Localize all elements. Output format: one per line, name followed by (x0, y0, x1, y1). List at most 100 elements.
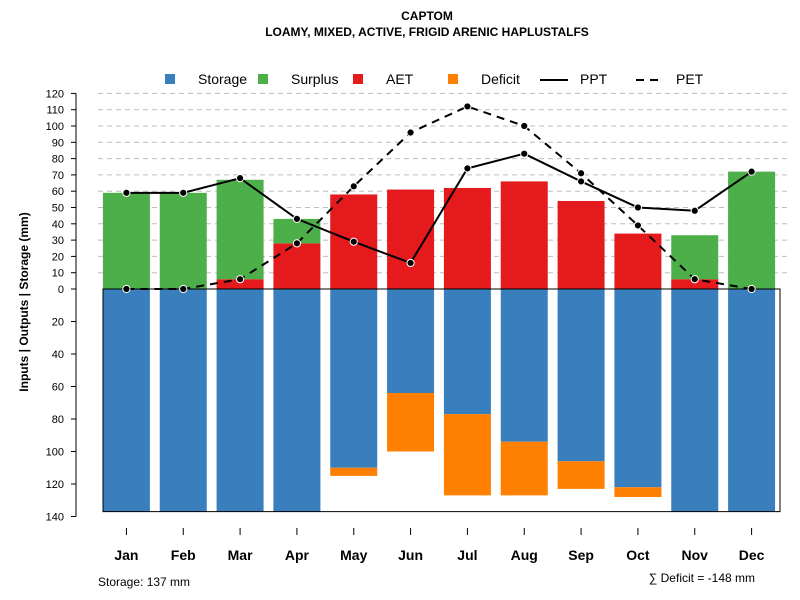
ppt-point (349, 237, 358, 246)
pet-point (747, 284, 756, 294)
aet-bar (671, 279, 719, 289)
legend-swatch (353, 74, 363, 84)
y-tick-label: 40 (52, 219, 64, 231)
y-tick-label: 60 (52, 186, 64, 198)
aet-bar (500, 181, 548, 289)
y-tick-label: 140 (46, 512, 64, 524)
legend-label: Surplus (291, 71, 338, 87)
storage-bar (728, 289, 776, 512)
ppt-point (122, 188, 131, 197)
ppt-line (126, 152, 753, 265)
ppt-point (576, 177, 586, 186)
chart-subtitle: LOAMY, MIXED, ACTIVE, FRIGID ARENIC HAPL… (265, 25, 589, 39)
y-tick-label: 120 (46, 88, 64, 100)
storage-bar (443, 289, 491, 415)
deficit-bar (500, 441, 548, 496)
y-tick-label: 60 (52, 382, 64, 394)
pet-point (633, 221, 643, 230)
aet-bar (557, 200, 605, 289)
storage-bar (671, 289, 719, 512)
aet-bar (614, 233, 662, 289)
ppt-point (179, 188, 188, 197)
y-tick-label: 100 (46, 447, 64, 459)
series-lines (122, 102, 756, 294)
surplus-bar (671, 235, 719, 280)
y-tick-label: 80 (52, 154, 64, 166)
y-tick-label: 50 (52, 203, 64, 215)
pet-line (126, 105, 752, 290)
ppt-point (463, 164, 472, 173)
surplus-bar (102, 192, 150, 289)
ppt-point (747, 167, 756, 176)
storage-bar (159, 289, 207, 512)
bars (102, 171, 781, 513)
storage-bar (273, 289, 321, 512)
ppt-point (235, 174, 245, 183)
x-tick-label: Sep (568, 547, 594, 563)
aet-bar (273, 243, 321, 289)
storage-bar (557, 289, 605, 462)
y-axis: 0 10 20 30 40 50 60 70 80 90 100 110 120 20 40 60 80 100 1… (46, 88, 77, 524)
x-tick-label: Jun (398, 547, 423, 563)
ppt-point (690, 206, 699, 215)
legend-label: AET (386, 71, 414, 87)
legend-swatch (448, 74, 458, 84)
deficit-bar (387, 393, 435, 452)
storage-bar (614, 289, 662, 488)
aet-bar (216, 279, 264, 289)
legend-swatch (165, 74, 175, 84)
pet-point (179, 284, 188, 294)
y-tick-label: 80 (52, 414, 64, 426)
deficit-note: ∑ Deficit = -148 mm (649, 571, 755, 585)
surplus-bar (216, 179, 264, 280)
y-axis-label: Inputs | Outputs | Storage (mm) (17, 212, 31, 391)
pet-point (349, 182, 358, 191)
x-tick-label: Jan (114, 547, 138, 563)
legend-label: Storage (198, 71, 247, 87)
storage-bar (216, 289, 264, 512)
aet-bar (387, 189, 435, 289)
pet-point (576, 169, 586, 178)
pet-point (235, 275, 245, 284)
y-tick-label: 90 (52, 137, 64, 149)
surplus-bar (159, 192, 207, 289)
ppt-point (292, 214, 302, 224)
deficit-bar (443, 414, 491, 496)
storage-bar (500, 289, 548, 442)
x-tick-label: Jul (457, 547, 477, 563)
y-tick-label: 110 (46, 105, 64, 117)
storage-bar (387, 289, 435, 393)
deficit-bar (614, 487, 662, 497)
x-axis: Jan Feb Mar Apr May Jun Jul Aug Sep Oct Nov Dec (114, 528, 765, 563)
surplus-bar (728, 171, 776, 289)
chart-title: CAPTOM (401, 9, 453, 23)
pet-point (122, 284, 131, 294)
ppt-point (633, 203, 643, 212)
x-tick-label: Dec (739, 547, 765, 563)
deficit-bar (557, 461, 605, 489)
x-tick-label: Oct (626, 547, 650, 563)
storage-note: Storage: 137 mm (98, 575, 190, 589)
legend-label: PET (676, 71, 704, 87)
x-tick-label: Feb (171, 547, 196, 563)
legend-label: PPT (580, 71, 608, 87)
x-tick-label: Nov (682, 547, 709, 563)
pet-point (520, 121, 529, 131)
x-tick-label: Mar (228, 547, 253, 563)
pet-point (292, 239, 302, 248)
y-tick-label: 20 (52, 317, 64, 329)
x-tick-label: Aug (511, 547, 538, 563)
pet-point (690, 275, 699, 284)
y-tick-label: 30 (52, 235, 64, 247)
legend-label: Deficit (481, 71, 520, 87)
ppt-point (520, 149, 529, 158)
x-tick-label: Apr (285, 547, 310, 563)
y-tick-label: 100 (46, 121, 64, 133)
y-tick-label: 70 (52, 170, 64, 182)
aet-bar (443, 187, 491, 289)
y-tick-label: 10 (52, 268, 64, 280)
pet-point (406, 128, 415, 137)
legend: Storage Surplus AET Deficit PPT PET (165, 71, 704, 87)
y-tick-label: 40 (52, 349, 64, 361)
